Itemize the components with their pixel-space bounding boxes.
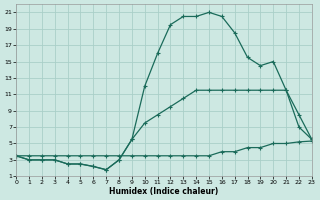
X-axis label: Humidex (Indice chaleur): Humidex (Indice chaleur): [109, 187, 219, 196]
